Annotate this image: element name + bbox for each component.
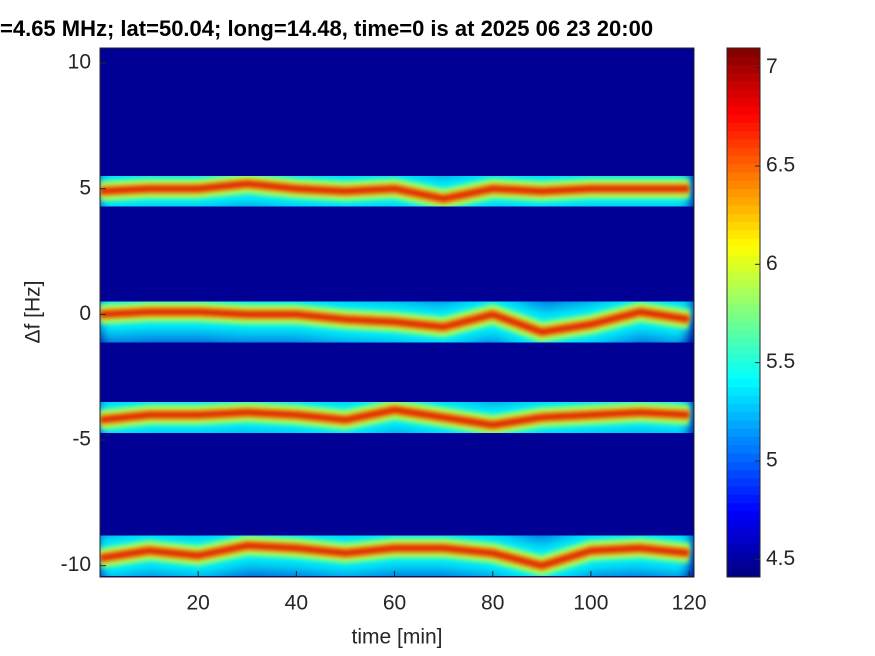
trace	[100, 181, 690, 201]
colorbar-tick-label: 4.5	[766, 547, 795, 570]
colorbar-cell	[727, 171, 760, 181]
colorbar-tick-label: 6	[766, 252, 778, 275]
colorbar-cell	[727, 527, 760, 537]
colorbar-cell	[727, 188, 760, 198]
colorbar-cell	[727, 48, 760, 57]
colorbar-cell	[727, 155, 760, 165]
colorbar-cell	[727, 461, 760, 471]
colorbar-cell	[727, 262, 760, 272]
colorbar-cell	[727, 486, 760, 495]
colorbar-cell	[727, 205, 760, 214]
colorbar-cell	[727, 395, 760, 404]
colorbar-cell	[727, 138, 760, 148]
x-tick-label: 100	[573, 592, 608, 615]
trace	[100, 309, 690, 334]
colorbar-cell	[727, 147, 760, 156]
colorbar-cell	[727, 469, 760, 479]
colorbar-cell	[727, 72, 760, 82]
colorbar-cell	[727, 279, 760, 289]
colorbar-cell	[727, 97, 760, 107]
colorbar-cell	[727, 403, 760, 413]
colorbar-cell	[727, 370, 760, 380]
colorbar-tick-label: 5.5	[766, 350, 795, 373]
y-tick-label: 0	[79, 302, 91, 325]
colorbar-cell	[727, 64, 760, 74]
x-tick-label: 60	[383, 592, 406, 615]
colorbar-cell	[727, 81, 760, 90]
colorbar-cell	[727, 130, 760, 140]
colorbar-tick-label: 7	[766, 55, 778, 78]
traces	[100, 148, 694, 577]
colorbar-cell	[727, 428, 760, 437]
colorbar-cell	[727, 196, 760, 206]
colorbar-cell	[727, 271, 760, 280]
colorbar-cell	[727, 114, 760, 123]
colorbar-cell	[727, 312, 760, 322]
colorbar-cell	[727, 535, 760, 545]
colorbar-cell	[727, 510, 760, 520]
colorbar-cell	[727, 213, 760, 223]
colorbar-cell	[727, 295, 760, 305]
colorbar-cell	[727, 568, 760, 578]
x-axis-label: time [min]	[351, 626, 442, 649]
colorbar-cell	[727, 105, 760, 115]
colorbar-cell	[727, 444, 760, 454]
colorbar-cell	[727, 353, 760, 363]
trace	[100, 407, 690, 427]
trace	[100, 543, 690, 568]
colorbar-cell	[727, 56, 760, 66]
colorbar-cell	[727, 477, 760, 487]
colorbar-cell	[727, 494, 760, 504]
colorbar-cell	[727, 386, 760, 396]
colorbar-cell	[727, 329, 760, 338]
colorbar-cell	[727, 221, 760, 231]
colorbar-cell	[727, 436, 760, 446]
colorbar-cell	[727, 304, 760, 313]
colorbar-cell	[727, 229, 760, 239]
x-tick-label: 20	[187, 592, 210, 615]
colorbar-cell	[727, 552, 760, 561]
y-axis-label: Δf [Hz]	[22, 280, 45, 343]
colorbar-cell	[727, 337, 760, 347]
x-tick-label: 40	[285, 592, 308, 615]
colorbar-cell	[727, 345, 760, 355]
colorbar-cell	[727, 238, 760, 247]
colorbar-cell	[727, 560, 760, 570]
x-tick-label: 80	[481, 592, 504, 615]
colorbar-cell	[727, 411, 760, 421]
colorbar-cell	[727, 378, 760, 388]
colorbar-cell	[727, 543, 760, 553]
colorbar-cell	[727, 254, 760, 264]
colorbar-cell	[727, 320, 760, 330]
colorbar-cell	[727, 122, 760, 132]
colorbar-cell	[727, 519, 760, 528]
colorbar-tick-label: 5	[766, 449, 778, 472]
colorbar-cell	[727, 163, 760, 173]
colorbar-frame	[726, 47, 761, 578]
colorbar-cell	[727, 362, 760, 371]
y-tick-label: 10	[68, 51, 91, 74]
colorbar-cell	[727, 246, 760, 256]
colorbar-cell	[727, 89, 760, 99]
chart-title: =4.65 MHz; lat=50.04; long=14.48, time=0…	[0, 16, 653, 41]
y-tick-label: -5	[72, 428, 91, 451]
y-tick-label: -10	[61, 553, 91, 576]
y-tick-label: 5	[79, 176, 91, 199]
colorbar-cell	[727, 180, 760, 190]
colorbar-tick-label: 6.5	[766, 154, 795, 177]
colorbar-cell	[727, 287, 760, 297]
colorbar-cell	[727, 502, 760, 512]
x-tick-label: 120	[672, 592, 707, 615]
plot-frame	[99, 47, 695, 578]
colorbar-cell	[727, 419, 760, 429]
colorbar-cell	[727, 453, 760, 462]
